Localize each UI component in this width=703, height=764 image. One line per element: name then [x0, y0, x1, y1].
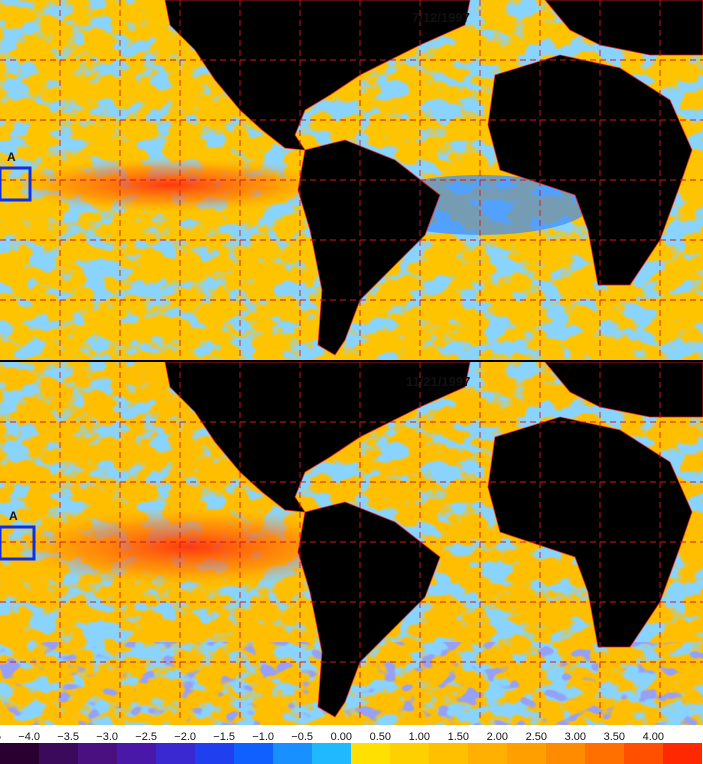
panel-bottom: [0, 362, 703, 725]
colorbar-swatch: [390, 743, 429, 764]
colorbar-label: 1.50: [448, 731, 469, 743]
colorbar-label: −3.0: [96, 731, 118, 743]
colorbar-swatch: [585, 743, 624, 764]
colorbar-swatch: [117, 743, 156, 764]
region-box: [0, 166, 32, 202]
colorbar-swatch: [195, 743, 234, 764]
region-label: A: [9, 509, 18, 523]
colorbar-label: −4.0: [18, 731, 40, 743]
colorbar-swatch: [0, 743, 39, 764]
colorbar-swatch: [273, 743, 312, 764]
region-box: [0, 525, 36, 561]
colorbar-label: −2.0: [174, 731, 196, 743]
colorbar-swatch: [156, 743, 195, 764]
colorbar-label: 0.00: [331, 731, 352, 743]
colorbar-label: 1.00: [409, 731, 430, 743]
colorbar-swatch: [624, 743, 663, 764]
colorbar-swatch: [234, 743, 273, 764]
colorbar-swatch: [507, 743, 546, 764]
colorbar-label: 3.50: [604, 731, 625, 743]
colorbar-swatch: [546, 743, 585, 764]
colorbar-label: 4.00: [643, 731, 664, 743]
colorbar-label: −4.5: [0, 731, 1, 743]
colorbar-label: −2.5: [135, 731, 157, 743]
colorbar-label: 0.50: [370, 731, 391, 743]
colorbar-swatch: [429, 743, 468, 764]
colorbar-label: −3.5: [57, 731, 79, 743]
colorbar: −4.5 −4.0 −3.5 −3.0 −2.5 −2.0 −1.5 −1.0 −0.5 0.00…: [0, 731, 702, 764]
region-label: A: [7, 150, 16, 164]
colorbar-label: 2.00: [487, 731, 508, 743]
colorbar-swatch: [351, 743, 390, 764]
colorbar-swatch: [312, 743, 351, 764]
colorbar-label: 3.00: [565, 731, 586, 743]
colorbar-swatch: [663, 743, 702, 764]
colorbar-label: −1.5: [213, 731, 235, 743]
date-label: 11/21/1997: [406, 374, 470, 389]
colorbar-label: −0.5: [291, 731, 313, 743]
colorbar-label: −1.0: [252, 731, 274, 743]
colorbar-swatch: [468, 743, 507, 764]
colorbar-label: 2.50: [526, 731, 547, 743]
panel-top: [0, 0, 703, 360]
date-label: 7/12/1997: [412, 10, 470, 25]
colorbar-swatch: [78, 743, 117, 764]
colorbar-swatch: [39, 743, 78, 764]
